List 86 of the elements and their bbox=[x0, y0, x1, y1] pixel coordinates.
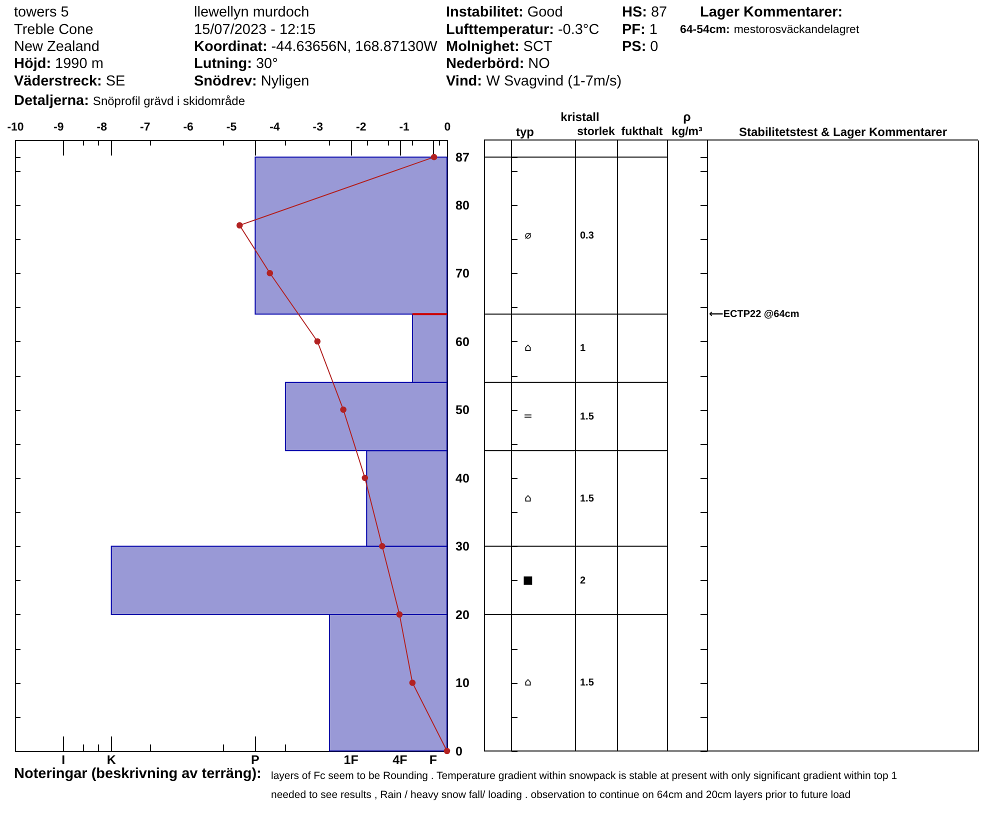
text: storlek bbox=[577, 126, 616, 138]
text: W Svagvind (1-7m/s) bbox=[486, 74, 622, 90]
text: 1.5 bbox=[580, 678, 594, 689]
text: 1 bbox=[580, 343, 586, 354]
text: Treble Cone bbox=[14, 22, 94, 38]
text: Nederbörd: bbox=[446, 56, 524, 72]
y-tick-label: 70 bbox=[456, 266, 470, 281]
text: 1990 m bbox=[55, 56, 104, 72]
text: ⌂ bbox=[524, 491, 532, 504]
y-tick-label: 60 bbox=[456, 334, 470, 349]
text: New Zealand bbox=[14, 39, 100, 55]
text: Lufttemperatur: bbox=[446, 22, 554, 38]
x-tick-label: -5 bbox=[226, 122, 238, 134]
text: Snöprofil grävd i skidområde bbox=[92, 94, 246, 108]
text: HS: bbox=[622, 4, 647, 20]
text: = bbox=[523, 409, 533, 422]
text: Lutning: bbox=[194, 56, 252, 72]
x-tick-label: 0 bbox=[444, 122, 451, 134]
x-tick-label: -10 bbox=[7, 122, 24, 134]
text: Lager Kommentarer: bbox=[700, 4, 843, 20]
y-tick-label: 40 bbox=[456, 471, 470, 486]
text: -44.63656N, 168.87130W bbox=[271, 39, 438, 55]
x-tick-label: -6 bbox=[183, 122, 194, 134]
y-tick-label: 20 bbox=[456, 608, 470, 622]
y-tick-label: 10 bbox=[456, 676, 470, 690]
text: Höjd: bbox=[14, 56, 52, 72]
text: llewellyn murdoch bbox=[194, 4, 310, 20]
text: needed to see results , Rain / heavy snow fall/ loading . observation to continue on 64cm and 20cm layers prior to future load bbox=[271, 789, 851, 801]
text: 15/07/2023 - 12:15 bbox=[194, 22, 316, 38]
y-tick-label: 50 bbox=[456, 403, 470, 418]
text: 1.5 bbox=[580, 411, 594, 422]
text: towers 5 bbox=[14, 4, 69, 20]
text: 64-54cm: bbox=[680, 24, 730, 36]
x-tick-label: -2 bbox=[356, 122, 366, 134]
text: 87 bbox=[650, 4, 668, 20]
x-tick-label: -3 bbox=[312, 122, 324, 134]
y-tick-label: 30 bbox=[456, 540, 470, 554]
text: 1 bbox=[649, 22, 658, 38]
y-tick-label: 0 bbox=[456, 744, 462, 758]
text: Good bbox=[527, 4, 563, 20]
text: 1.5 bbox=[580, 493, 594, 504]
text: Vind: bbox=[446, 74, 482, 90]
text: fukthalt bbox=[621, 126, 663, 138]
x-tick-label: -1 bbox=[399, 122, 410, 134]
text: 30° bbox=[256, 56, 278, 72]
text: ⌂ bbox=[524, 676, 532, 689]
text: kg/m³ bbox=[672, 126, 703, 138]
x-tick-label: -7 bbox=[140, 122, 150, 134]
text: NO bbox=[528, 56, 550, 72]
y-tick-label: 80 bbox=[456, 198, 470, 212]
x-tick-label: -8 bbox=[96, 122, 108, 134]
text: ⌂ bbox=[524, 341, 532, 354]
text: mestorosväckandelagret bbox=[734, 24, 860, 36]
text: ⟵ECTP22 @64cm bbox=[709, 309, 800, 320]
text: kristall bbox=[560, 110, 600, 124]
text: F bbox=[429, 753, 438, 767]
text: Nyligen bbox=[260, 74, 310, 90]
text: Stabilitetstest & Lager Kommentarer bbox=[738, 125, 948, 139]
text: PS: bbox=[622, 39, 646, 55]
text: Molnighet: bbox=[446, 39, 520, 55]
text: K bbox=[106, 753, 116, 767]
x-tick-label: -4 bbox=[270, 122, 280, 134]
text: I bbox=[62, 753, 66, 767]
y-tick-label: 87 bbox=[456, 150, 470, 165]
text: SE bbox=[106, 74, 126, 90]
text: Detaljerna: bbox=[14, 93, 89, 109]
text: 0.3 bbox=[580, 230, 594, 242]
text: 1F bbox=[344, 753, 359, 767]
text: typ bbox=[516, 125, 534, 139]
text: ρ bbox=[683, 110, 692, 124]
text: PF: bbox=[622, 22, 646, 38]
text: layers of Fc seem to be Rounding . Temperature gradient within snowpack is stable at present with only significant gradient within top 1 bbox=[271, 770, 898, 782]
text: Instabilitet: bbox=[446, 4, 524, 20]
text: 2 bbox=[580, 575, 586, 586]
text: ■ bbox=[522, 573, 534, 586]
text: 4F bbox=[392, 753, 408, 767]
x-tick-label: -9 bbox=[54, 122, 64, 134]
text: ⌀ bbox=[524, 228, 532, 242]
text: -0.3°C bbox=[558, 22, 600, 38]
text: Väderstreck: bbox=[14, 74, 102, 90]
text: Noteringar (beskrivning av terräng): bbox=[14, 766, 262, 782]
text: P bbox=[251, 753, 260, 767]
text: Koordinat: bbox=[194, 39, 268, 55]
text: 0 bbox=[650, 39, 658, 55]
text: Snödrev: bbox=[194, 74, 257, 90]
text: SCT bbox=[523, 39, 552, 55]
